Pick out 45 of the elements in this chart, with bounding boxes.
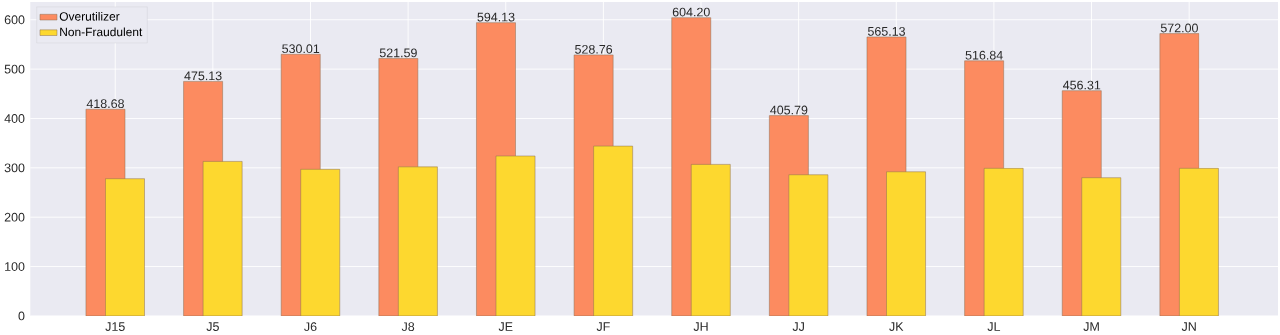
data-label: 521.59: [379, 48, 417, 58]
data-label: 528.76: [575, 44, 613, 54]
x-tick-label: J6: [304, 322, 317, 331]
bar: [495, 155, 536, 316]
x-tick-label: JM: [1083, 322, 1099, 331]
data-label: 475.13: [184, 71, 222, 81]
bar: [398, 166, 438, 316]
x-tick-label: JF: [596, 322, 610, 331]
bar: [690, 164, 731, 316]
y-tick-label: 200: [4, 212, 25, 222]
y-tick-label: 600: [4, 15, 25, 25]
data-label: 565.13: [867, 26, 905, 36]
data-label: 405.79: [770, 105, 808, 115]
x-tick-label: JH: [693, 322, 708, 331]
y-tick-label: 100: [5, 262, 25, 271]
x-tick-label: JJ: [792, 322, 804, 331]
data-label: 572.00: [1160, 23, 1198, 33]
x-tick-label: JK: [889, 322, 904, 331]
y-tick-label: 500: [4, 64, 25, 74]
bar: [593, 145, 633, 316]
y-tick-label: 0: [18, 311, 25, 321]
data-label: 594.13: [477, 12, 515, 22]
legend-label: Non-Fraudulent: [60, 27, 143, 37]
data-label: 604.20: [672, 7, 710, 17]
bar: [202, 161, 243, 316]
bar: [983, 167, 1024, 316]
data-label: 456.31: [1063, 80, 1101, 90]
x-tick-label: JE: [498, 322, 513, 331]
x-tick-label: JN: [1181, 322, 1196, 331]
data-label: 418.68: [86, 99, 124, 108]
bar: [1081, 177, 1122, 316]
bar: [788, 174, 829, 316]
bar: [300, 168, 341, 316]
bar: [105, 178, 145, 316]
y-tick-label: 300: [4, 163, 25, 173]
x-tick-label: JL: [987, 322, 1001, 331]
data-label: 516.84: [965, 50, 1003, 60]
bar: [1179, 167, 1219, 316]
x-tick-label: J15: [105, 322, 125, 331]
x-tick-label: J8: [401, 322, 415, 331]
x-tick-label: J5: [206, 322, 219, 331]
y-tick-label: 400: [4, 113, 25, 123]
data-label: 530.01: [282, 44, 320, 54]
legend-label: Overutilizer: [59, 11, 120, 21]
bar: [886, 171, 926, 316]
